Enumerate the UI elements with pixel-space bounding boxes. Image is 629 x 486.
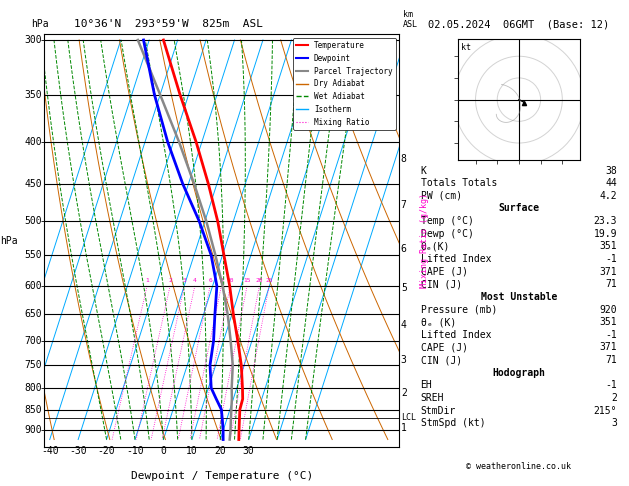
Text: 6: 6	[401, 243, 407, 254]
Text: StmDir: StmDir	[421, 406, 456, 416]
Text: 44: 44	[606, 178, 617, 188]
Text: 2: 2	[611, 393, 617, 403]
Text: 4.2: 4.2	[599, 191, 617, 201]
Text: km
ASL: km ASL	[403, 10, 418, 29]
Text: 30: 30	[243, 446, 255, 456]
Text: 550: 550	[24, 250, 42, 260]
Text: 0: 0	[160, 446, 167, 456]
Text: 350: 350	[24, 90, 42, 100]
Text: -20: -20	[97, 446, 115, 456]
Text: Temp (°C): Temp (°C)	[421, 216, 474, 226]
Text: 700: 700	[24, 336, 42, 346]
Text: 1: 1	[401, 423, 407, 433]
Text: Dewp (°C): Dewp (°C)	[421, 229, 474, 239]
Text: 850: 850	[24, 404, 42, 415]
Text: 2: 2	[168, 278, 172, 283]
Text: © weatheronline.co.uk: © weatheronline.co.uk	[467, 462, 571, 471]
Text: 8: 8	[401, 155, 407, 164]
Legend: Temperature, Dewpoint, Parcel Trajectory, Dry Adiabat, Wet Adiabat, Isotherm, Mi: Temperature, Dewpoint, Parcel Trajectory…	[293, 38, 396, 130]
Text: hPa: hPa	[31, 19, 49, 29]
Text: 3: 3	[401, 355, 407, 365]
Text: 8: 8	[220, 278, 223, 283]
Text: 3: 3	[182, 278, 186, 283]
Text: 38: 38	[606, 166, 617, 175]
Text: Lifted Index: Lifted Index	[421, 254, 491, 264]
Text: 800: 800	[24, 383, 42, 393]
Text: 371: 371	[599, 267, 617, 277]
Text: 750: 750	[24, 360, 42, 370]
Text: SREH: SREH	[421, 393, 444, 403]
Text: 23.3: 23.3	[594, 216, 617, 226]
Text: 500: 500	[24, 216, 42, 226]
Text: 19.9: 19.9	[594, 229, 617, 239]
Text: 900: 900	[24, 425, 42, 435]
Text: 371: 371	[599, 343, 617, 352]
Text: 6: 6	[208, 278, 212, 283]
Text: 5: 5	[401, 283, 407, 293]
Text: 71: 71	[606, 279, 617, 289]
Text: 400: 400	[24, 137, 42, 147]
Text: Pressure (mb): Pressure (mb)	[421, 305, 497, 314]
Text: Mixing Ratio (g/kg): Mixing Ratio (g/kg)	[420, 193, 429, 288]
Text: 10: 10	[186, 446, 198, 456]
Text: 3: 3	[611, 418, 617, 428]
Text: 1: 1	[145, 278, 149, 283]
Text: 10°36'N  293°59'W  825m  ASL: 10°36'N 293°59'W 825m ASL	[74, 19, 263, 29]
Text: CAPE (J): CAPE (J)	[421, 343, 467, 352]
Text: 20: 20	[214, 446, 226, 456]
Text: CAPE (J): CAPE (J)	[421, 267, 467, 277]
Text: Hodograph: Hodograph	[493, 368, 545, 378]
Text: -1: -1	[606, 330, 617, 340]
Text: Surface: Surface	[498, 204, 540, 213]
Text: -1: -1	[606, 254, 617, 264]
Text: CIN (J): CIN (J)	[421, 279, 462, 289]
Text: Most Unstable: Most Unstable	[481, 292, 557, 302]
Text: kt: kt	[460, 43, 470, 52]
Text: 7: 7	[401, 200, 407, 210]
Text: 10: 10	[226, 278, 234, 283]
Text: 650: 650	[24, 309, 42, 319]
Text: 02.05.2024  06GMT  (Base: 12): 02.05.2024 06GMT (Base: 12)	[428, 19, 610, 29]
Text: 15: 15	[243, 278, 251, 283]
Text: StmSpd (kt): StmSpd (kt)	[421, 418, 485, 428]
Text: 920: 920	[599, 305, 617, 314]
Text: -30: -30	[69, 446, 87, 456]
Text: 351: 351	[599, 317, 617, 327]
Text: θₑ(K): θₑ(K)	[421, 242, 450, 251]
Text: -10: -10	[126, 446, 144, 456]
Text: 450: 450	[24, 179, 42, 189]
Text: Totals Totals: Totals Totals	[421, 178, 497, 188]
Text: CIN (J): CIN (J)	[421, 355, 462, 365]
Text: 215°: 215°	[594, 406, 617, 416]
Text: 4: 4	[193, 278, 197, 283]
Text: Dewpoint / Temperature (°C): Dewpoint / Temperature (°C)	[131, 471, 313, 482]
Text: 600: 600	[24, 281, 42, 291]
Text: PW (cm): PW (cm)	[421, 191, 462, 201]
Text: -40: -40	[41, 446, 58, 456]
Text: 4: 4	[401, 320, 407, 330]
Text: LCL: LCL	[401, 413, 416, 422]
Text: K: K	[421, 166, 426, 175]
Text: -1: -1	[606, 381, 617, 390]
Text: 351: 351	[599, 242, 617, 251]
Text: 20: 20	[255, 278, 263, 283]
Text: 2: 2	[401, 388, 407, 399]
Text: 25: 25	[265, 278, 273, 283]
Text: 300: 300	[24, 35, 42, 45]
Text: Lifted Index: Lifted Index	[421, 330, 491, 340]
Text: θₑ (K): θₑ (K)	[421, 317, 456, 327]
Text: hPa: hPa	[1, 236, 18, 245]
Text: 71: 71	[606, 355, 617, 365]
Text: EH: EH	[421, 381, 432, 390]
